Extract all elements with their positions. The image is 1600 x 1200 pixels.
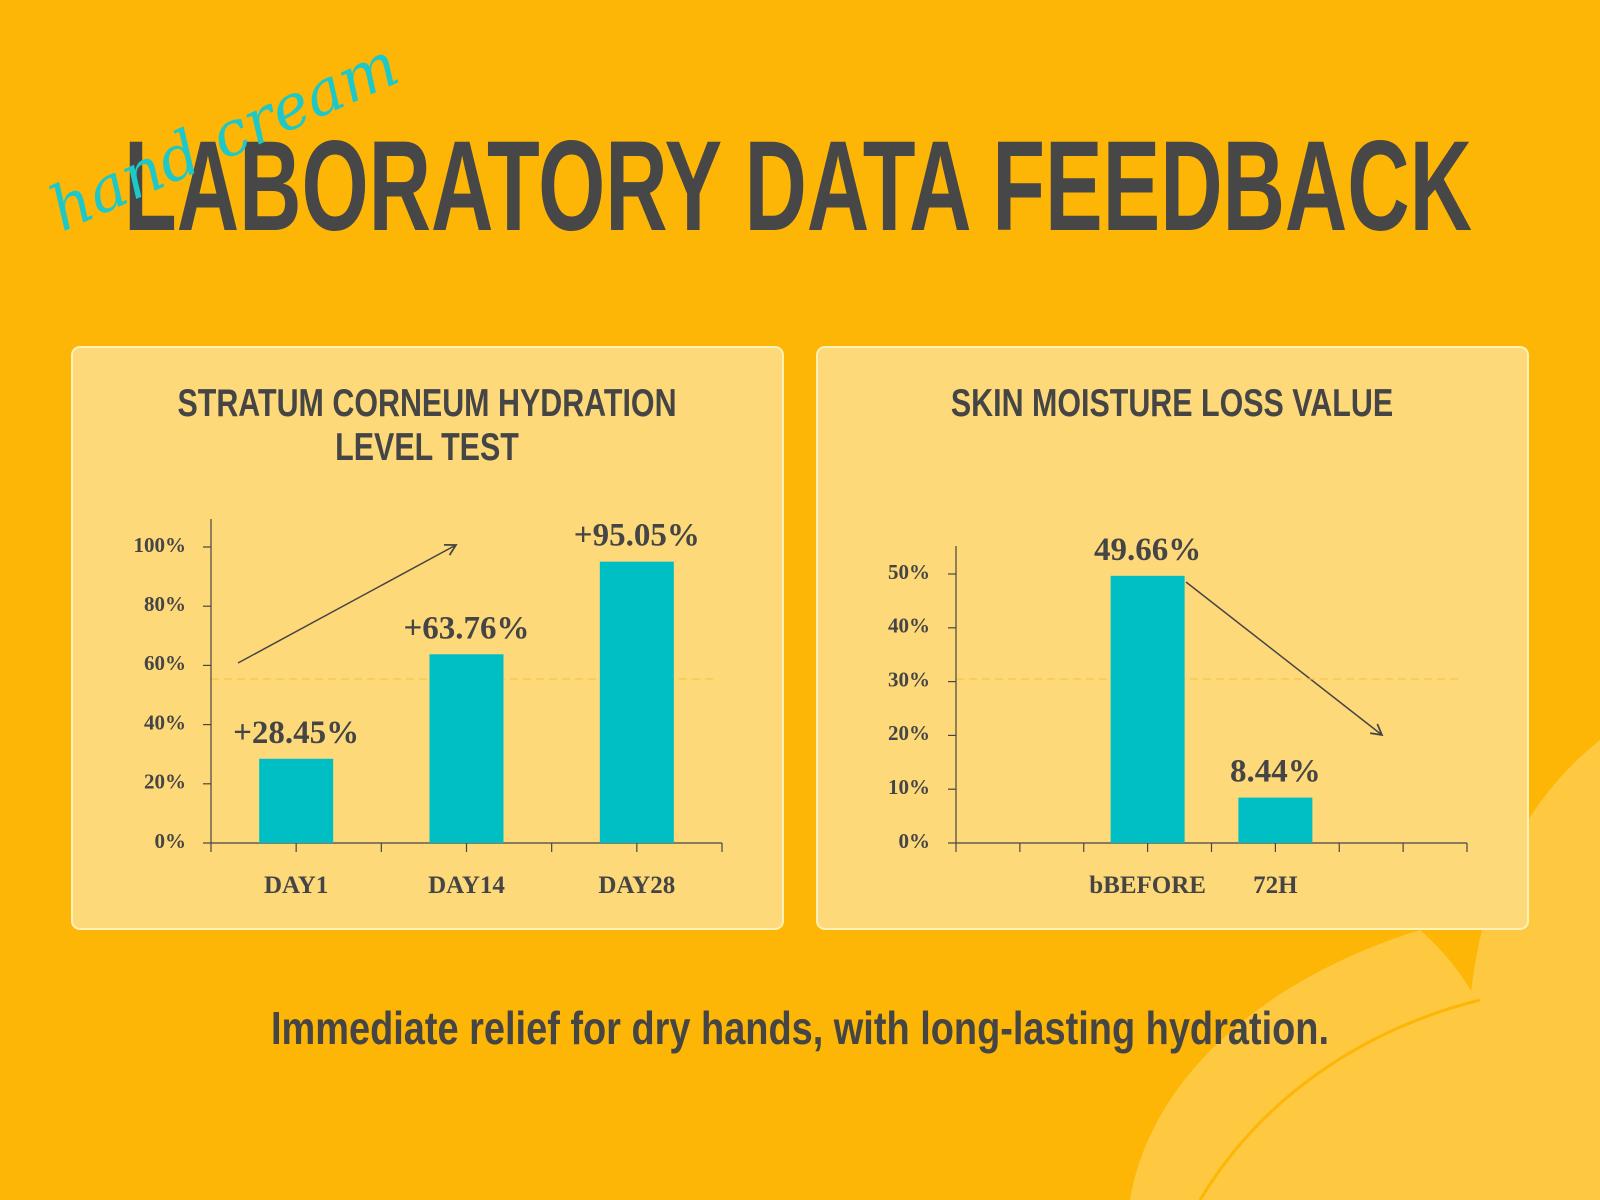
bar <box>429 654 504 843</box>
x-tick-label: DAY28 <box>598 872 675 899</box>
x-tick-label: DAY14 <box>428 872 505 899</box>
value-label: +28.45% <box>233 715 359 751</box>
x-tick-label: bBEFORE <box>1089 872 1206 899</box>
y-tick-label: 50% <box>888 560 930 584</box>
bar <box>1238 797 1313 843</box>
main-title: LABORATORY DATA FEEDBACK <box>124 115 1472 258</box>
x-tick-label: 72H <box>1253 872 1298 899</box>
y-tick-label: 20% <box>144 770 186 794</box>
bar <box>599 561 674 843</box>
y-tick-label: 80% <box>144 592 186 616</box>
y-tick-label: 0% <box>155 829 187 853</box>
y-tick-label: 20% <box>888 721 930 745</box>
y-tick-label: 40% <box>144 710 186 734</box>
x-tick-label: DAY1 <box>264 872 328 899</box>
y-tick-label: 10% <box>888 775 930 799</box>
panel-title: STRATUM CORNEUM HYDRATION LEVEL TEST <box>177 382 677 469</box>
y-tick-label: 100% <box>134 533 187 557</box>
value-label: 49.66% <box>1094 532 1201 568</box>
footer-text: Immediate relief for dry hands, with lon… <box>271 1002 1329 1054</box>
panel-title: SKIN MOISTURE LOSS VALUE <box>950 382 1394 425</box>
leaf-decoration <box>1130 740 1600 1200</box>
bar <box>259 758 334 843</box>
value-label: 8.44% <box>1230 754 1321 790</box>
bar <box>1110 575 1185 843</box>
y-tick-label: 60% <box>144 651 186 675</box>
trend-arrow <box>237 543 458 664</box>
y-tick-label: 30% <box>888 667 930 691</box>
value-label: +63.76% <box>403 610 529 646</box>
y-tick-label: 0% <box>899 829 931 853</box>
value-label: +95.05% <box>574 518 700 554</box>
trend-arrow <box>1185 581 1384 737</box>
y-tick-label: 40% <box>888 614 930 638</box>
